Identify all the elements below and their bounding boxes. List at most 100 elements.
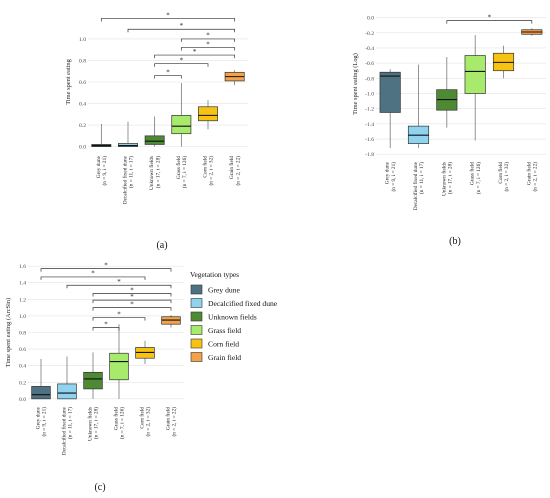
significance-star: *: [130, 300, 134, 308]
box-grey-dune: [379, 71, 401, 113]
category-label: Grey dune(n = 9, i = 21): [36, 406, 48, 436]
y-tick-label: 0.0: [19, 397, 26, 403]
category-label: Grass field(n = 7, i = 126): [113, 407, 126, 440]
significance-star: *: [180, 56, 184, 64]
legend-swatch: [190, 338, 203, 349]
category-label: Grain field(n = 2, i = 22): [165, 407, 178, 437]
category-label: Decalcified fixed dune(n = 11, i = 17): [412, 161, 425, 210]
y-tick-label: -1.2: [365, 107, 374, 113]
category-label: Corn field(n = 2, i = 32): [497, 162, 510, 192]
significance-star: *: [130, 293, 134, 301]
legend-label: Corn field: [208, 339, 239, 348]
y-tick-label: -1.6: [365, 137, 374, 143]
significance-bracket: [154, 75, 182, 79]
y-tick-label: -0.4: [365, 46, 374, 52]
box-grass-field: [171, 115, 192, 135]
significance-star: *: [130, 286, 134, 294]
legend: Vegetation types Grey dune Decalcified fi…: [190, 270, 278, 362]
significance-star: *: [206, 32, 210, 40]
y-axis-label: Time spent eating (ArcSin): [5, 298, 12, 368]
significance-bracket: [92, 299, 172, 304]
significance-star: *: [91, 270, 95, 278]
significance-star: *: [193, 48, 197, 56]
significance-bracket: [92, 317, 146, 321]
y-tick-label: 0.0: [79, 145, 86, 151]
y-axis-label: Time spent eating (Log): [352, 53, 359, 115]
y-tick-label: 1.4: [19, 281, 26, 287]
y-tick-label: 1.0: [19, 314, 26, 320]
significance-bracket: [92, 327, 120, 331]
panel-c-chart: 0.0 0.2 0.4 0.6 0.8 1.0 1.2 1.4 1.6 Time spent ea…: [5, 261, 184, 493]
y-tick-label: 0.0: [367, 16, 374, 22]
legend-label: Unknown fields: [208, 312, 257, 321]
legend-label: Grass field: [208, 326, 241, 335]
legend-item: Decalcified fixed dune: [190, 298, 278, 308]
box-unknown-fields: [144, 135, 165, 145]
legend-label: Decalcified fixed dune: [208, 299, 278, 308]
box-grass-field: [109, 352, 129, 381]
significance-star: *: [488, 13, 492, 21]
legend-swatch: [190, 298, 203, 308]
y-tick-label: 0.2: [19, 380, 26, 386]
category-label: Unknown fields(n = 17, i = 28): [87, 407, 100, 441]
significance-star: *: [180, 22, 184, 30]
panel-label: (c): [94, 482, 105, 493]
significance-bracket: [40, 268, 172, 272]
y-tick-label: 1.0: [79, 37, 86, 43]
panel-label: (b): [449, 236, 461, 247]
category-label: Grain field(n = 2, i = 22): [228, 156, 241, 186]
y-tick-label: 1.2: [19, 297, 26, 303]
category-label: Grey dune(n = 9, i = 21): [385, 161, 397, 191]
significance-bracket: [154, 54, 236, 59]
significance-star: *: [104, 261, 108, 269]
y-tick-label: 0.4: [79, 102, 86, 108]
significance-bracket: [446, 20, 533, 24]
y-tick-label: 0.8: [19, 331, 26, 337]
box-grass-field: [464, 55, 486, 94]
category-label: Grey dune(n = 9, i = 21): [96, 155, 108, 185]
legend-swatch: [190, 325, 203, 335]
significance-star: *: [166, 68, 170, 76]
significance-star: *: [104, 320, 108, 328]
legend-label: Grey dune: [208, 285, 240, 294]
significance-bracket: [40, 276, 146, 280]
y-tick-label: 1.6: [19, 264, 26, 270]
y-tick-label: 0.4: [19, 364, 26, 370]
y-tick-label: -1.0: [365, 91, 374, 97]
significance-star: *: [206, 40, 210, 48]
legend-item: Corn field: [190, 338, 239, 349]
panel-b-chart: -1.8 -1.6 -1.4 -1.2 -1.0 -0.8 -0.6 -0.4 -0.2 0.0 T…: [352, 13, 546, 247]
panel-label: (a): [156, 240, 167, 251]
box-grey-dune: [31, 386, 51, 400]
significance-bracket: [92, 293, 172, 297]
legend-item: Grey dune: [190, 284, 240, 295]
category-label: Decalcified fixed dune(n = 11, i = 17): [122, 155, 135, 204]
legend-swatch: [190, 311, 203, 322]
significance-bracket: [92, 307, 172, 311]
legend-item: Grain field: [190, 352, 241, 362]
category-label: Grass field(n = 7, i = 126): [175, 156, 188, 189]
category-label: Corn field(n = 2, i = 32): [202, 156, 215, 186]
significance-bracket: [180, 38, 236, 42]
significance-bracket: [66, 284, 172, 289]
significance-bracket: [154, 63, 209, 67]
legend-swatch: [190, 284, 203, 295]
category-label: Unknown fields(n = 17, i = 28): [148, 156, 161, 190]
category-label: Grass field(n = 7, i = 126): [469, 162, 482, 195]
significance-star: *: [117, 310, 121, 318]
box-decalcified-fixed-dune: [57, 383, 77, 400]
category-label: Grain field(n = 2, i = 22): [525, 162, 538, 192]
y-tick-label: -0.2: [365, 31, 374, 37]
box-unknown-fields: [83, 371, 103, 390]
y-tick-label: 0.6: [19, 347, 26, 353]
category-label: Decalcified fixed dune(n = 11, i = 17): [61, 406, 74, 455]
legend-title: Vegetation types: [190, 270, 239, 279]
y-tick-label: -1.4: [365, 122, 374, 128]
y-tick-label: 0.2: [79, 123, 86, 129]
y-tick-label: -1.8: [365, 152, 374, 158]
significance-star: *: [117, 278, 121, 286]
significance-star: *: [166, 11, 170, 19]
category-label: Corn field(n = 2, i = 32): [139, 407, 152, 437]
